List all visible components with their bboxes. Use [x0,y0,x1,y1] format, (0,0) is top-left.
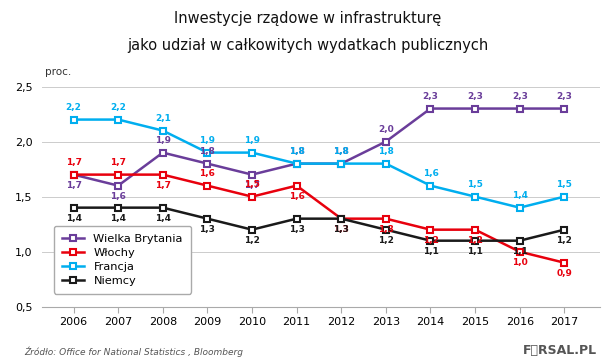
Text: FⓎRSAL.PL: FⓎRSAL.PL [522,344,597,357]
Text: 1,9: 1,9 [155,136,171,145]
Text: Inwestycje rządowe w infrastrukturę: Inwestycje rządowe w infrastrukturę [174,11,441,26]
Text: 1,5: 1,5 [467,180,483,189]
Text: 1,1: 1,1 [467,247,483,256]
Text: 1,6: 1,6 [199,169,215,178]
Text: 1,4: 1,4 [66,214,82,223]
Text: 0,9: 0,9 [557,269,572,278]
Text: 1,1: 1,1 [512,247,528,256]
Text: 1,2: 1,2 [467,236,483,245]
Text: 1,5: 1,5 [244,180,260,189]
Text: 1,2: 1,2 [423,236,438,245]
Text: 2,3: 2,3 [467,92,483,101]
Text: 2,0: 2,0 [378,125,394,134]
Text: 1,8: 1,8 [333,147,349,156]
Text: proc.: proc. [44,67,71,77]
Text: 1,7: 1,7 [155,181,171,190]
Text: 1,8: 1,8 [288,147,304,156]
Text: 2,3: 2,3 [423,92,438,101]
Text: 1,4: 1,4 [155,214,171,223]
Text: 1,3: 1,3 [333,225,349,234]
Text: 1,5: 1,5 [557,180,572,189]
Text: 1,6: 1,6 [110,192,126,201]
Text: 1,9: 1,9 [244,136,260,145]
Text: 1,2: 1,2 [244,236,260,245]
Text: 1,3: 1,3 [199,225,215,234]
Text: 1,3: 1,3 [333,225,349,234]
Text: 1,0: 1,0 [512,258,528,267]
Legend: Wielka Brytania, Włochy, Francja, Niemcy: Wielka Brytania, Włochy, Francja, Niemcy [54,226,191,294]
Text: 1,7: 1,7 [66,181,82,190]
Text: 1,4: 1,4 [512,191,528,200]
Text: 1,8: 1,8 [288,147,304,156]
Text: 1,9: 1,9 [199,136,215,145]
Text: 2,3: 2,3 [512,92,528,101]
Text: jako udział w całkowitych wydatkach publicznych: jako udział w całkowitych wydatkach publ… [127,38,488,53]
Text: 1,2: 1,2 [557,236,572,245]
Text: 2,3: 2,3 [557,92,572,101]
Text: 1,8: 1,8 [333,147,349,156]
Text: Źródło: Office for National Statistics , Bloomberg: Źródło: Office for National Statistics ,… [25,347,244,357]
Text: 1,7: 1,7 [244,181,260,190]
Text: 1,8: 1,8 [199,147,215,156]
Text: 1,3: 1,3 [288,225,304,234]
Text: 2,2: 2,2 [110,103,126,112]
Text: 2,1: 2,1 [155,114,171,123]
Text: 1,7: 1,7 [66,158,82,167]
Text: 1,6: 1,6 [288,192,304,201]
Text: 1,6: 1,6 [423,169,438,178]
Text: 1,1: 1,1 [423,247,438,256]
Text: 2,2: 2,2 [66,103,82,112]
Text: 1,4: 1,4 [110,214,126,223]
Text: 1,8: 1,8 [378,147,394,156]
Text: 1,2: 1,2 [378,236,394,245]
Text: 1,3: 1,3 [378,225,394,234]
Text: 1,7: 1,7 [110,158,126,167]
